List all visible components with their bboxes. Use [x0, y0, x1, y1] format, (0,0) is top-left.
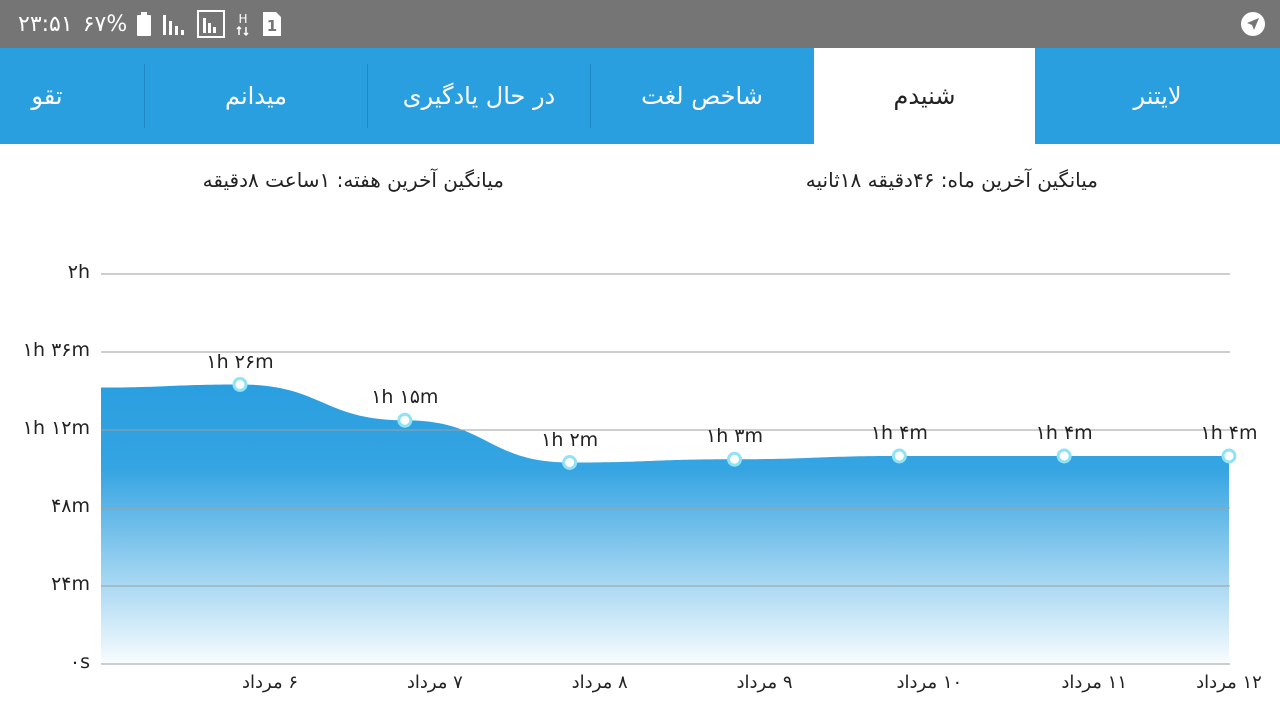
signal-box-icon: [197, 10, 226, 38]
x-tick-label: ۷ مرداد: [406, 672, 463, 693]
chart-canvas: [101, 273, 1237, 665]
x-tick-label: ۱۰ مرداد: [896, 672, 963, 693]
data-label: ۱h ۴m: [1200, 422, 1258, 444]
data-label: ۱h ۴m: [1035, 422, 1093, 444]
tab-learning[interactable]: در حال یادگیری: [368, 48, 590, 144]
battery-icon: [137, 12, 152, 36]
data-label: ۱h ۱۵m: [371, 386, 439, 409]
clock: ۲۳:۵۱: [18, 11, 73, 37]
data-label: ۱h ۲۶m: [206, 350, 274, 373]
x-tick-label: ۱۲ مرداد: [1196, 672, 1262, 693]
tab-label: لایتنر: [1133, 82, 1182, 110]
data-label: ۱h ۳m: [706, 425, 763, 448]
x-tick-label: ۶ مرداد: [242, 672, 298, 693]
sim-icon: 1: [263, 12, 282, 36]
data-point[interactable]: [562, 455, 578, 470]
y-tick-label: ۰s: [69, 651, 90, 673]
data-point[interactable]: [1221, 448, 1237, 464]
y-tick-label: ۲۴m: [51, 573, 90, 595]
status-left: ۲۳:۵۱ ۶۷% H 1: [18, 8, 283, 40]
battery-percent: ۶۷%: [82, 11, 128, 37]
y-tick-label: ۲h: [67, 261, 90, 283]
x-tick-label: ۸ مرداد: [571, 672, 628, 693]
tab-label: شنیدم: [893, 82, 956, 110]
data-point[interactable]: [891, 448, 907, 464]
signal-icon: [163, 15, 185, 35]
data-transfer-icon: H: [236, 12, 249, 37]
data-label: ۱h ۲m: [541, 428, 599, 451]
tab-word-index[interactable]: شاخص لغت: [591, 48, 813, 144]
svg-text:1: 1: [267, 17, 277, 35]
x-tick-label: ۹ مرداد: [736, 672, 793, 693]
week-average: میانگین آخرین هفته: ۱ساعت ۸دقیقه: [202, 168, 504, 192]
tab-divider: [590, 64, 591, 128]
navigation-icon: [1241, 12, 1265, 36]
tab-leitner[interactable]: لایتنر: [1035, 48, 1280, 144]
tab-known[interactable]: میدانم: [145, 48, 367, 144]
tab-label: شاخص لغت: [641, 82, 763, 110]
data-label: ۱h ۴m: [870, 422, 928, 444]
y-tick-label: ۱h ۱۲m: [22, 417, 90, 439]
y-tick-label: ۴۸m: [51, 495, 90, 517]
month-average: میانگین آخرین ماه: ۴۶دقیقه ۱۸ثانیه: [805, 168, 1098, 192]
tab-label: میدانم: [224, 82, 287, 110]
listening-time-chart: ۰s ۲۴m ۴۸m ۱h ۱۲m ۱h ۳۶m ۲h ۱h ۲۶m ۶ مرداد ۱h ۱۵…: [0, 230, 1280, 710]
area-series: [101, 384, 1229, 664]
svg-text:H: H: [239, 12, 248, 26]
tab-label: تقو: [31, 82, 63, 110]
tab-label: در حال یادگیری: [402, 82, 556, 110]
tab-divider: [144, 64, 145, 128]
data-point[interactable]: [232, 377, 248, 392]
status-bar: ۲۳:۵۱ ۶۷% H 1: [0, 0, 1280, 48]
tab-divider: [367, 64, 368, 128]
y-tick-label: ۱h ۳۶m: [22, 339, 90, 361]
data-point[interactable]: [727, 451, 742, 467]
tab-bar: لایتنر شنیدم شاخص لغت در حال یادگیری مید…: [0, 48, 1280, 144]
tab-calendar[interactable]: تقو: [0, 48, 94, 144]
data-point[interactable]: [397, 412, 413, 428]
x-tick-label: ۱۱ مرداد: [1061, 672, 1127, 693]
tab-heard[interactable]: شنیدم: [814, 48, 1035, 144]
data-point[interactable]: [1056, 448, 1072, 464]
